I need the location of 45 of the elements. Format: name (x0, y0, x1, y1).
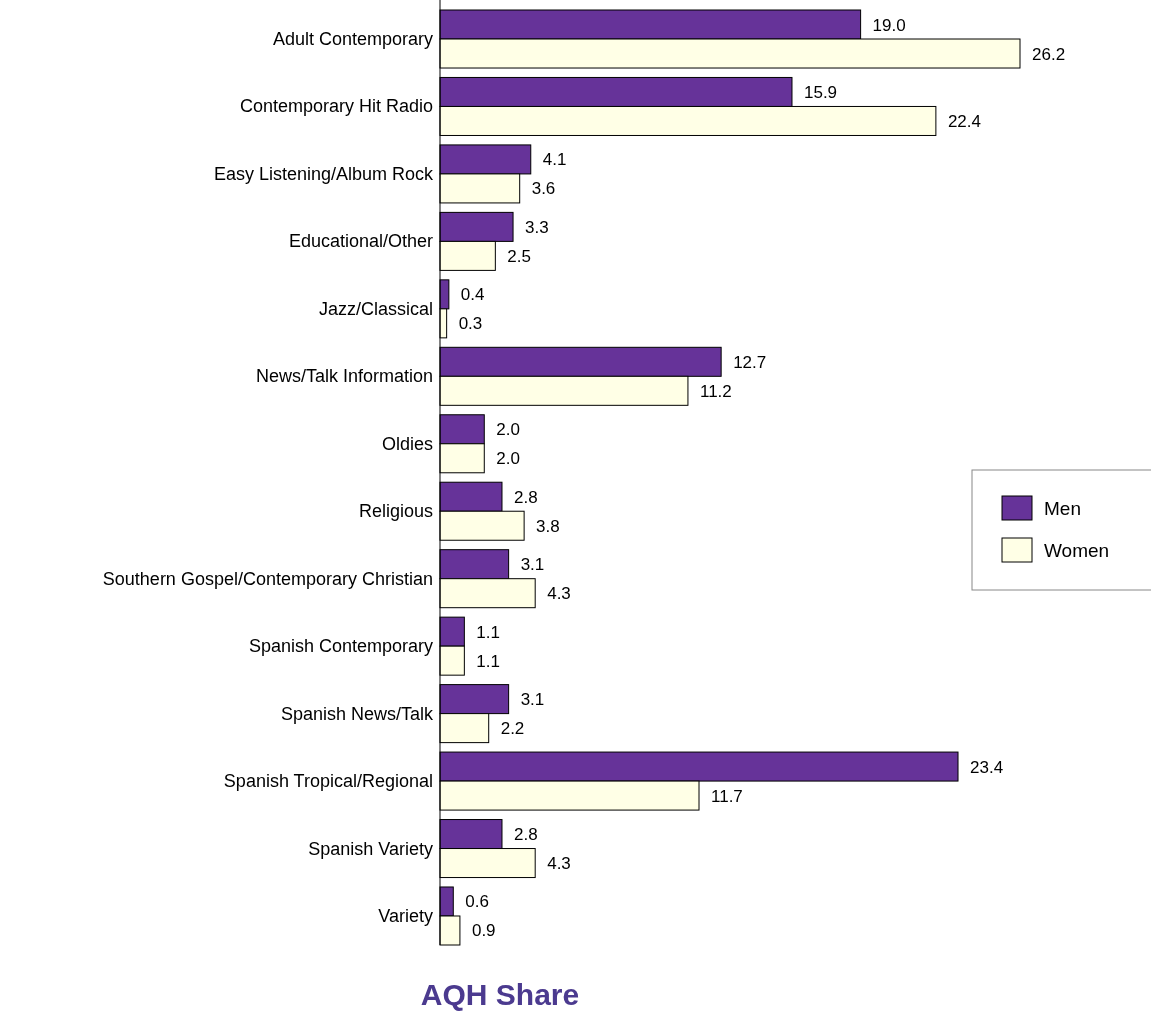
data-label: 3.6 (531, 179, 556, 199)
y-tick-label: Spanish Variety (308, 838, 433, 859)
data-label: 3.1 (520, 690, 545, 710)
data-label: 3.1 (520, 555, 545, 575)
y-tick-label: Variety (378, 905, 433, 926)
data-label: 11.2 (699, 381, 732, 401)
data-label: 2.0 (496, 420, 520, 440)
data-label: 12.7 (733, 352, 767, 372)
data-label: 0.4 (460, 285, 485, 305)
data-label: 0.9 (471, 921, 496, 941)
data-label: 4.3 (547, 584, 571, 604)
data-label: 2.5 (507, 246, 531, 266)
data-label: 0.3 (458, 314, 483, 334)
y-tick-label: Spanish Tropical/Regional (223, 771, 433, 792)
legend-label: Men (1044, 498, 1081, 519)
data-label: 3.8 (536, 516, 560, 536)
data-label: 4.3 (547, 854, 571, 874)
y-tick-label: Religious (358, 501, 433, 522)
y-tick-label: Oldies (381, 433, 433, 454)
y-tick-label: Educational/Other (288, 231, 433, 252)
y-tick-label: News/Talk Information (255, 366, 433, 387)
data-label: 2.8 (513, 825, 538, 845)
data-label: 11.7 (711, 786, 743, 806)
data-label: 2.8 (513, 487, 538, 507)
y-tick-label: Adult Contemporary (272, 29, 433, 50)
data-label: 15.9 (803, 82, 838, 102)
legend-label: Women (1044, 540, 1110, 561)
y-tick-label: Southern Gospel/Contemporary Christian (102, 568, 433, 589)
data-label: 2.0 (496, 449, 520, 469)
data-label: 1.1 (476, 622, 500, 642)
data-label: 22.4 (947, 111, 981, 131)
data-label: 3.3 (525, 217, 549, 237)
data-label: 0.6 (465, 892, 489, 912)
data-label: 26.2 (1032, 44, 1066, 64)
data-label: 19.0 (872, 15, 906, 35)
y-tick-label: Spanish News/Talk (280, 703, 434, 724)
y-tick-label: Easy Listening/Album Rock (213, 163, 434, 184)
y-tick-label: Jazz/Classical (318, 298, 433, 319)
data-label: 23.4 (970, 757, 1004, 777)
y-tick-label: Contemporary Hit Radio (239, 96, 433, 117)
data-label: 2.2 (500, 719, 525, 739)
data-label: 1.1 (476, 651, 500, 671)
x-axis-title: AQH Share (420, 978, 580, 1011)
data-label: 4.1 (542, 150, 567, 170)
y-tick-label: Spanish Contemporary (248, 636, 433, 657)
